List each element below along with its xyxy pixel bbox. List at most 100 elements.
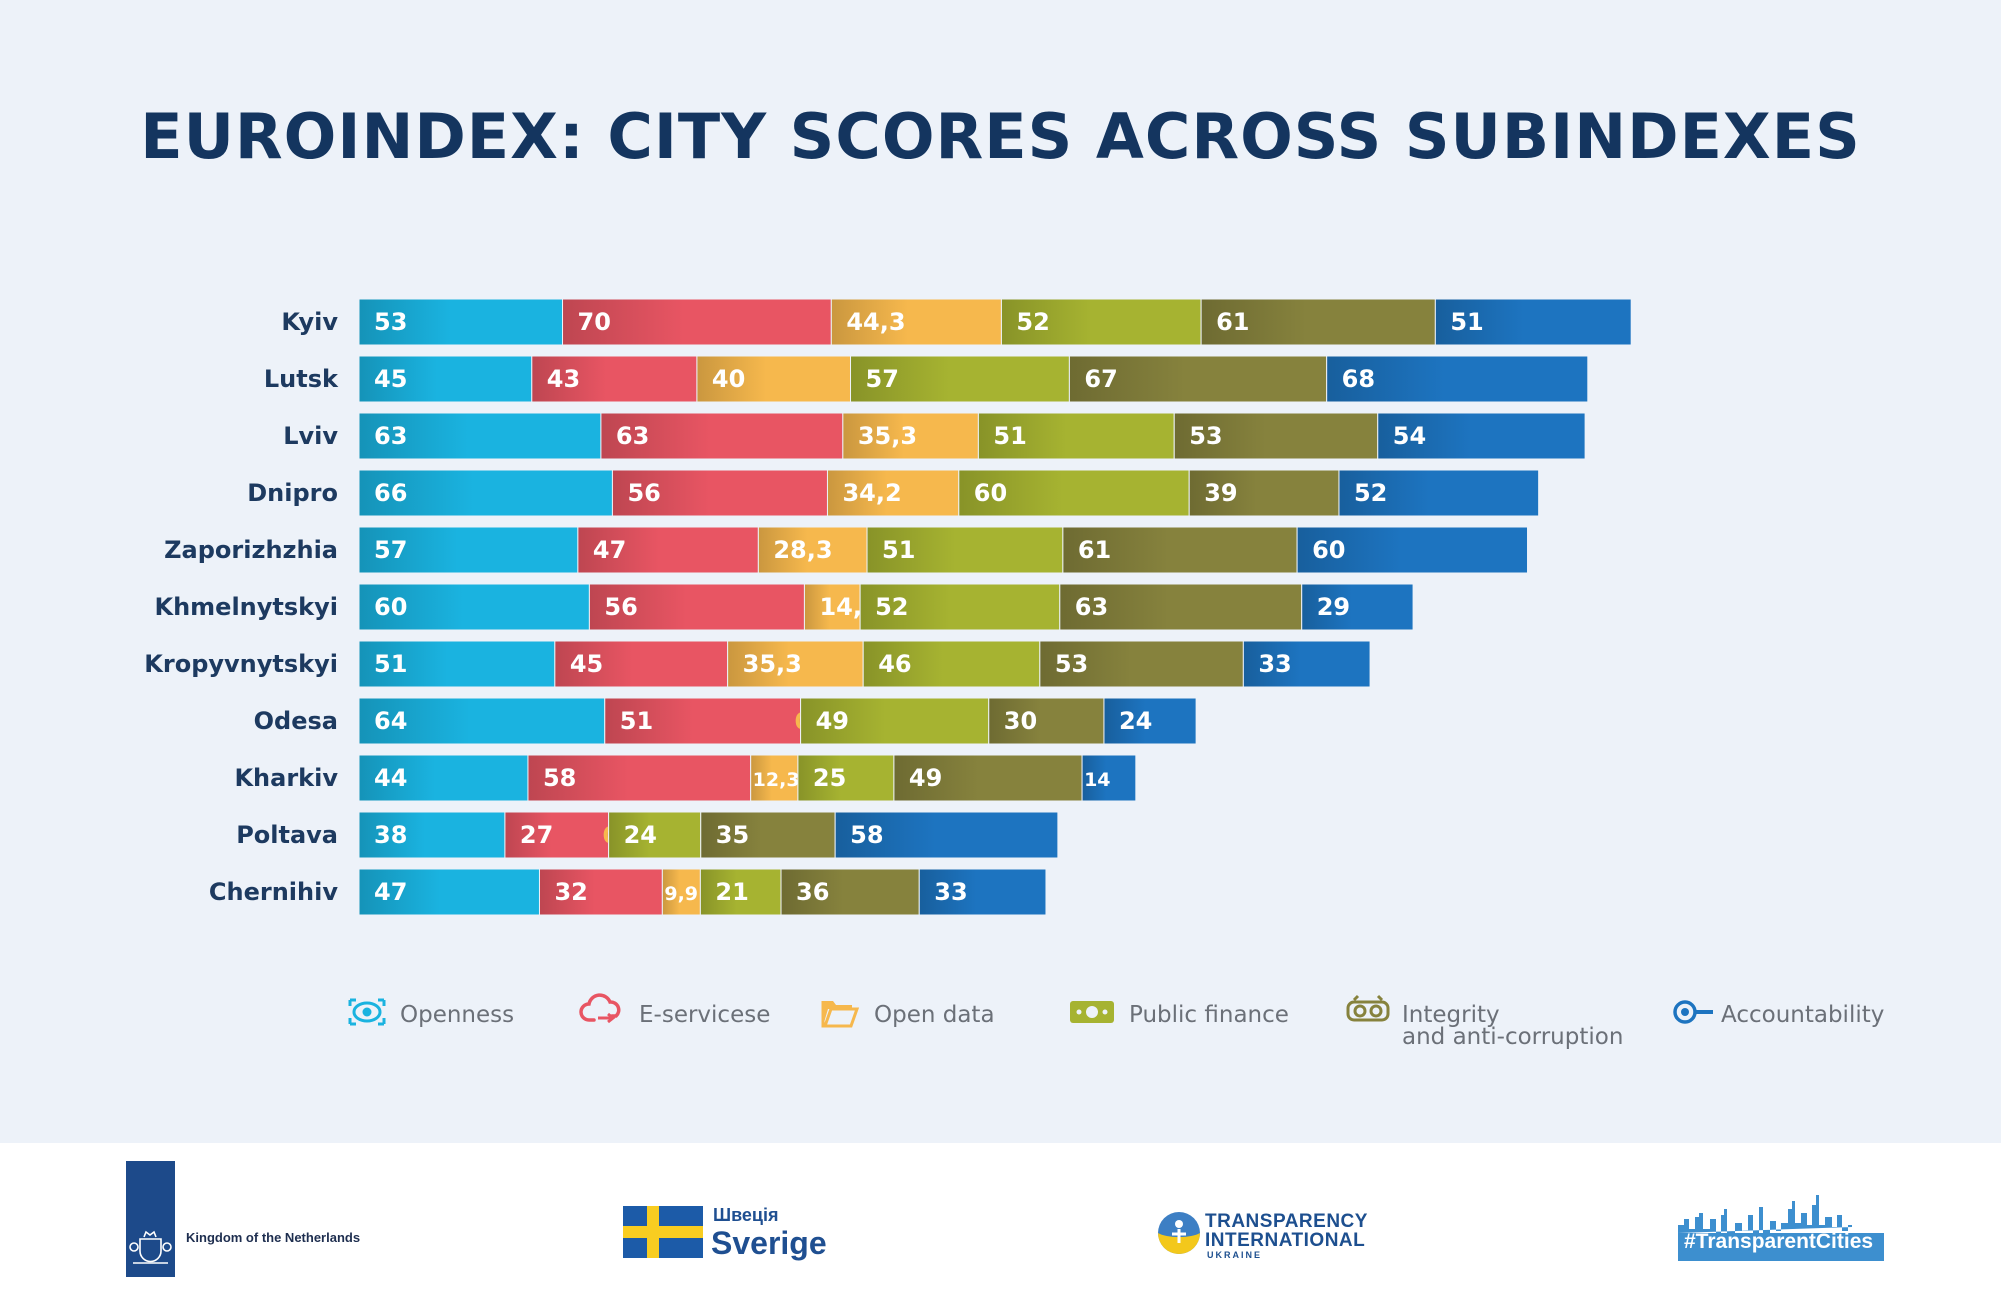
bar-segment [1200, 298, 1436, 346]
footer: Kingdom of the Netherlands Швеція Sverig… [0, 1143, 2001, 1301]
value-label: 49 [909, 764, 942, 792]
bar-segment [1188, 469, 1340, 517]
value-label: 33 [934, 878, 967, 906]
value-label: 29 [1317, 593, 1350, 621]
value-label: 60 [1312, 536, 1345, 564]
value-label: 63 [1075, 593, 1108, 621]
value-label: 44 [374, 764, 407, 792]
bar-segment [696, 355, 852, 403]
value-label: 9,9 [664, 883, 698, 905]
value-label: 56 [604, 593, 637, 621]
value-label: 52 [1354, 479, 1387, 507]
value-label: 45 [570, 650, 603, 678]
bar-segment [358, 355, 533, 403]
sweden-flag-icon [623, 1206, 703, 1258]
bar-segment [700, 811, 836, 859]
value-label: 63 [616, 422, 649, 450]
openness-icon [348, 998, 386, 1026]
bar-segment [1296, 526, 1529, 574]
value-label: 24 [624, 821, 657, 849]
value-label: 39 [1204, 479, 1237, 507]
ti-line3: UKRAINE [1207, 1250, 1263, 1260]
bar-segment [826, 469, 960, 517]
bar-segment [699, 868, 782, 916]
value-label: 61 [1216, 308, 1249, 336]
value-label: 21 [715, 878, 748, 906]
value-label: 51 [1450, 308, 1483, 336]
city-label: Dnipro [247, 479, 338, 507]
value-label: 60 [374, 593, 407, 621]
ti-line1: TRANSPARENCY [1205, 1211, 1368, 1232]
value-label: 35,3 [743, 650, 802, 678]
bar-segment [1068, 355, 1328, 403]
key-icon [1673, 1000, 1713, 1024]
bar-segment [1103, 697, 1197, 745]
value-label: 36 [796, 878, 829, 906]
city-skyline-icon [1678, 1195, 1884, 1261]
bar-segment [850, 355, 1070, 403]
bar-segment [1242, 640, 1371, 688]
value-label: 35 [716, 821, 749, 849]
value-label: 51 [993, 422, 1026, 450]
city-label: Kharkiv [234, 764, 338, 792]
value-label: 46 [878, 650, 911, 678]
value-label: 61 [1078, 536, 1111, 564]
value-label: 53 [374, 308, 407, 336]
value-label: 58 [850, 821, 883, 849]
value-label: 57 [866, 365, 899, 393]
value-label: 24 [1119, 707, 1152, 735]
bar-segment [577, 526, 759, 574]
value-label: 53 [1055, 650, 1088, 678]
bar-segment [1000, 298, 1202, 346]
sweden-label-ua: Швеція [713, 1205, 779, 1225]
legend-publicfinance: Public finance [1129, 1002, 1289, 1028]
city-label: Kyiv [281, 308, 338, 336]
bar-segment [358, 526, 579, 574]
bar-segment [1173, 412, 1379, 460]
value-label: 70 [578, 308, 611, 336]
netherlands-label: Kingdom of the Netherlands [186, 1230, 361, 1245]
bar-segment [358, 811, 506, 859]
value-label: 52 [1016, 308, 1049, 336]
value-label: 51 [374, 650, 407, 678]
bar-segment [800, 697, 990, 745]
bar-segment [830, 298, 1002, 346]
city-label: Khmelnytskyi [154, 593, 338, 621]
bar-segment [358, 412, 602, 460]
value-label: 53 [1189, 422, 1222, 450]
bar-segment [358, 298, 564, 346]
value-label: 43 [547, 365, 580, 393]
value-label: 49 [816, 707, 849, 735]
bar-segment [797, 754, 895, 802]
bar-segment [1081, 754, 1137, 802]
bar-segment [977, 412, 1175, 460]
bar-segment [358, 469, 613, 517]
bar-segment [531, 355, 698, 403]
value-label: 63 [374, 422, 407, 450]
value-label: 60 [974, 479, 1007, 507]
value-label: 67 [1084, 365, 1117, 393]
value-label: 47 [593, 536, 626, 564]
bar-segment [842, 412, 979, 460]
value-label: 51 [620, 707, 653, 735]
value-label: 14 [1084, 769, 1110, 791]
bar-segment [1338, 469, 1540, 517]
city-label: Odesa [254, 707, 338, 735]
value-label: 34,2 [842, 479, 901, 507]
folder-icon [821, 1001, 860, 1028]
value-label: 33 [1258, 650, 1291, 678]
value-label: 45 [374, 365, 407, 393]
bar-segment [358, 640, 556, 688]
chart-title: EUROINDEX: CITY SCORES ACROSS SUBINDEXES [140, 100, 1861, 173]
legend-opendata: Open data [874, 1002, 995, 1028]
legend-openness: Openness [400, 1002, 514, 1028]
city-label: Zaporizhzhia [164, 536, 338, 564]
bar-segment [988, 697, 1105, 745]
transparency-international-logo [1156, 1210, 1202, 1256]
bar-segment [893, 754, 1083, 802]
city-label: Kropyvnytskyi [144, 650, 338, 678]
transparent-cities-logo [1678, 1193, 1884, 1261]
sweden-label: Sverige [711, 1225, 827, 1261]
bar-segment [834, 811, 1059, 859]
bar-segment [1062, 526, 1298, 574]
